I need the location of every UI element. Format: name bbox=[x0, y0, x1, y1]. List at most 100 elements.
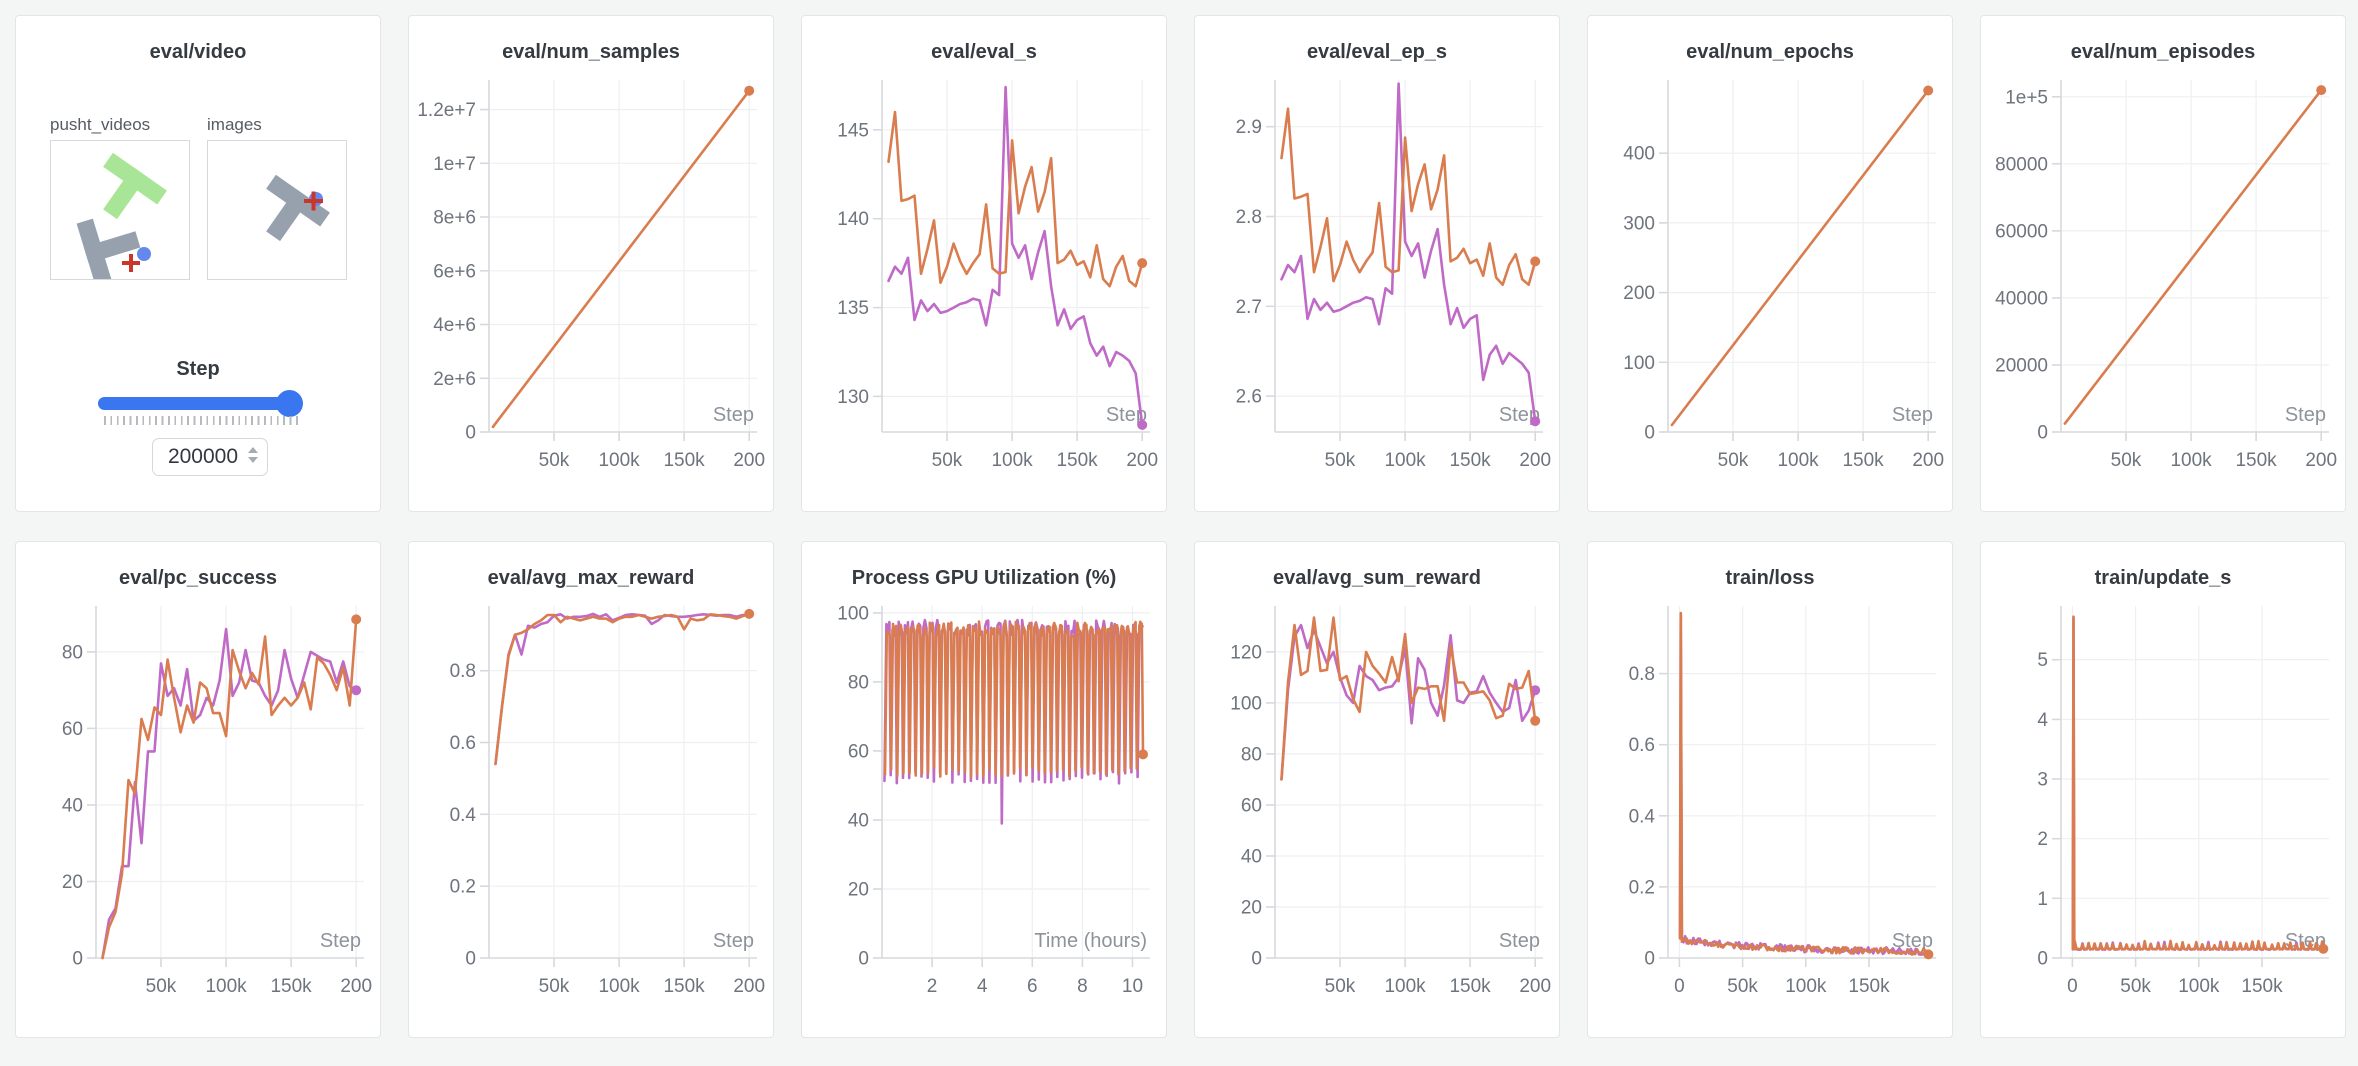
chart-title: eval/avg_max_reward bbox=[487, 567, 695, 589]
x-tick-label: 150k bbox=[1449, 976, 1491, 997]
chart-panel-eval-num_samples[interactable]: eval/num_samples 0 2e+6 4e+6 6e+6 8e+6 1e+7 1.2… bbox=[408, 15, 774, 512]
x-tick-label: 150k bbox=[663, 976, 705, 997]
x-tick-label: 100k bbox=[2178, 976, 2220, 997]
step-slider[interactable] bbox=[98, 397, 302, 410]
x-tick-label: 100k bbox=[1785, 976, 1827, 997]
step-input-spinner[interactable] bbox=[248, 447, 258, 463]
y-tick-label: 40000 bbox=[1995, 288, 2048, 309]
chart-title: eval/num_epochs bbox=[1686, 41, 1854, 63]
series-line-orange bbox=[1678, 611, 1930, 956]
chart-panel-eval-pc_success[interactable]: eval/pc_success 0 20 40 60 80 50k 100k 150k 200 St… bbox=[15, 541, 381, 1038]
spinner-down-icon[interactable] bbox=[248, 457, 258, 463]
x-tick-label: 10 bbox=[1122, 976, 1143, 997]
y-tick-label: 0 bbox=[465, 949, 476, 970]
series-end-dot-orange bbox=[1923, 85, 1934, 96]
y-tick-label: 60 bbox=[1241, 796, 1262, 817]
series-end-dot-orange bbox=[2318, 943, 2329, 954]
x-tick-label: 50k bbox=[1325, 976, 1356, 997]
y-tick-label: 1e+7 bbox=[433, 154, 476, 175]
y-tick-label: 400 bbox=[1623, 144, 1655, 165]
chart-panel-eval-eval_s[interactable]: eval/eval_s 130 135 140 145 50k 100k 150k 200 Ste… bbox=[801, 15, 1167, 512]
y-tick-label: 80000 bbox=[1995, 154, 2048, 175]
y-tick-label: 1 bbox=[2037, 889, 2048, 910]
series-end-dot-orange bbox=[1530, 715, 1541, 726]
chart-panel-eval-eval_ep_s[interactable]: eval/eval_ep_s 2.6 2.7 2.8 2.9 50k 100k 150k 200… bbox=[1194, 15, 1560, 512]
chart-plot: 0 100 200 300 400 50k 100k 150k 200 Step bbox=[1623, 80, 1944, 471]
y-tick-label: 135 bbox=[837, 298, 869, 319]
x-axis-label: Step bbox=[1499, 930, 1540, 952]
chart-panel-eval-num_epochs[interactable]: eval/num_epochs 0 100 200 300 400 50k 100k 150k 2… bbox=[1587, 15, 1953, 512]
spinner-up-icon[interactable] bbox=[248, 447, 258, 453]
y-tick-label: 0 bbox=[1251, 949, 1262, 970]
x-tick-label: 50k bbox=[539, 450, 570, 471]
chart-panel-train-update_s[interactable]: train/update_s 0 1 2 3 4 5 0 50k 100k 150k Step bbox=[1980, 541, 2346, 1038]
y-tick-label: 20000 bbox=[1995, 356, 2048, 377]
x-tick-label: 150k bbox=[663, 450, 705, 471]
x-tick-label: 200 bbox=[1519, 450, 1551, 471]
chart-panel-eval-avg_max_reward[interactable]: eval/avg_max_reward 0 0.2 0.4 0.6 0.8 50k 100k 1… bbox=[408, 541, 774, 1038]
chart-plot: 130 135 140 145 50k 100k 150k 200 Step bbox=[837, 80, 1158, 471]
y-tick-label: 2.6 bbox=[1236, 387, 1262, 408]
series-line-purple bbox=[494, 612, 751, 766]
pusht-video-frame-icon bbox=[76, 152, 167, 287]
x-tick-label: 50k bbox=[1718, 450, 1749, 471]
x-tick-label: 200 bbox=[1912, 450, 1944, 471]
media-panel-eval-video[interactable]: eval/video pusht_videos images bbox=[15, 15, 381, 512]
series-end-dot-purple bbox=[1530, 416, 1541, 427]
chart-panel-train-loss[interactable]: train/loss 0 0.2 0.4 0.6 0.8 0 50k 100k 150k Step bbox=[1587, 541, 1953, 1038]
x-tick-label: 100k bbox=[2170, 450, 2212, 471]
x-tick-label: 200 bbox=[1519, 976, 1551, 997]
x-axis-label: Time (hours) bbox=[1034, 930, 1147, 952]
series-line-orange bbox=[2063, 88, 2323, 425]
y-tick-label: 0.2 bbox=[450, 877, 476, 898]
y-tick-label: 4 bbox=[2037, 710, 2048, 731]
x-axis-label: Step bbox=[1892, 930, 1933, 952]
step-slider-label: Step bbox=[176, 358, 220, 380]
x-tick-label: 50k bbox=[1727, 976, 1758, 997]
y-tick-label: 40 bbox=[848, 811, 869, 832]
y-tick-label: 2.7 bbox=[1236, 297, 1262, 318]
image-thumbnail[interactable] bbox=[207, 140, 347, 280]
y-tick-label: 100 bbox=[837, 603, 869, 624]
step-input[interactable]: 200000 bbox=[152, 438, 268, 476]
x-tick-label: 2 bbox=[927, 976, 938, 997]
y-tick-label: 0 bbox=[1644, 423, 1655, 444]
chart-panel-process-gpu-utilization[interactable]: Process GPU Utilization (%) 0 20 40 60 80 100 2… bbox=[801, 541, 1167, 1038]
y-tick-label: 0 bbox=[465, 423, 476, 444]
y-tick-label: 0.6 bbox=[1629, 735, 1655, 756]
y-tick-label: 0.6 bbox=[450, 733, 476, 754]
series-line-orange bbox=[491, 89, 751, 429]
images-label: images bbox=[207, 115, 262, 134]
chart-plot: 0 20000 40000 60000 80000 1e+5 50k 100k 150k 200 S… bbox=[1995, 80, 2337, 471]
x-tick-label: 200 bbox=[733, 450, 765, 471]
x-tick-label: 150k bbox=[1842, 450, 1884, 471]
y-tick-label: 20 bbox=[848, 880, 869, 901]
y-tick-label: 300 bbox=[1623, 213, 1655, 234]
step-slider-thumb[interactable] bbox=[276, 390, 303, 417]
x-tick-label: 6 bbox=[1027, 976, 1038, 997]
series-end-dot-orange bbox=[351, 614, 362, 625]
y-tick-label: 40 bbox=[62, 796, 83, 817]
x-tick-label: 200 bbox=[2305, 450, 2337, 471]
chart-title: eval/pc_success bbox=[119, 567, 277, 589]
y-tick-label: 0 bbox=[2037, 949, 2048, 970]
x-tick-label: 4 bbox=[977, 976, 988, 997]
x-tick-label: 100k bbox=[598, 450, 640, 471]
chart-panel-eval-avg_sum_reward[interactable]: eval/avg_sum_reward 0 20 40 60 80 100 120 50k 100… bbox=[1194, 541, 1560, 1038]
y-tick-label: 0.8 bbox=[450, 661, 476, 682]
series-line-purple bbox=[101, 627, 358, 960]
y-tick-label: 80 bbox=[848, 672, 869, 693]
series-line-purple bbox=[1280, 82, 1537, 423]
y-tick-label: 0.4 bbox=[450, 805, 477, 826]
media-panel-title: eval/video bbox=[149, 41, 247, 63]
series-line-purple bbox=[887, 85, 1144, 427]
y-tick-label: 2e+6 bbox=[433, 369, 476, 390]
x-tick-label: 50k bbox=[932, 450, 963, 471]
chart-title: eval/eval_s bbox=[931, 41, 1037, 63]
chart-panel-eval-num_episodes[interactable]: eval/num_episodes 0 20000 40000 60000 80000 1e… bbox=[1980, 15, 2346, 512]
x-axis-label: Step bbox=[1499, 404, 1540, 426]
y-tick-label: 5 bbox=[2037, 650, 2048, 671]
chart-plot: 0 20 40 60 80 100 120 50k 100k 150k 200 Step bbox=[1230, 606, 1551, 997]
step-input-value: 200000 bbox=[167, 445, 239, 468]
video-thumbnail-pusht[interactable] bbox=[50, 140, 190, 287]
